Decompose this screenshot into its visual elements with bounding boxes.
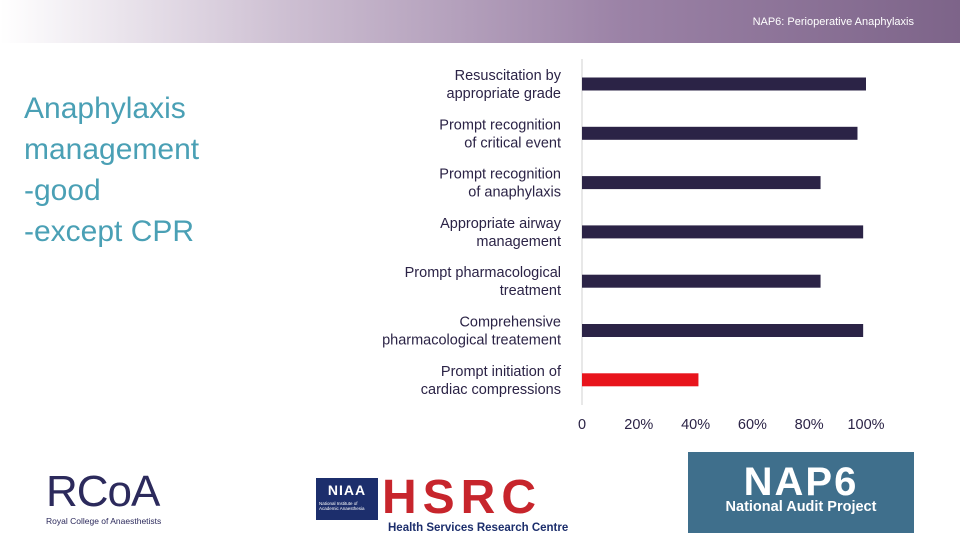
hsrc-logo-subtitle: Health Services Research Centre (388, 522, 569, 534)
nap6-logo-mark: NAP6 (743, 460, 859, 504)
bar-7 (582, 373, 699, 387)
category-label-7-line-1: Prompt initiation of (441, 364, 562, 380)
bar-3 (582, 176, 821, 190)
rcoa-logo-mark: RCoA (46, 467, 160, 516)
category-label-3-line-2: of anaphylaxis (468, 185, 561, 201)
category-label-6-line-1: Comprehensive (459, 315, 561, 331)
slide-text: Anaphylaxis management -good -except CPR (24, 88, 199, 252)
niaa-logo-subtitle: National Institute of Academic Anaesthes… (319, 501, 365, 511)
nap6-logo: NAP6 National Audit Project (688, 452, 914, 533)
category-label-4-line-2: management (476, 234, 561, 250)
category-label-5-line-2: treatment (500, 283, 561, 299)
slide-text-line-4: -except CPR (24, 215, 195, 248)
niaa-logo: NIAA National Institute of Academic Anae… (316, 478, 378, 520)
rcoa-logo: RCoA Royal College of Anaesthetists (46, 470, 196, 540)
bar-5 (582, 274, 821, 288)
category-label-4-line-1: Appropriate airway (440, 216, 562, 232)
slide-text-line-3: -good (24, 174, 101, 207)
header-title: NAP6: Perioperative Anaphylaxis (752, 16, 914, 28)
niaa-logo-title: NIAA (327, 482, 367, 498)
rcoa-logo-subtitle: Royal College of Anaesthetists (46, 516, 162, 526)
x-tick-label-4: 60% (738, 417, 767, 433)
bar-chart: Resuscitation by appropriate grade Prompt … (382, 59, 885, 433)
x-tick-label-3: 40% (681, 417, 710, 433)
x-tick-label-1: 0 (578, 417, 586, 433)
x-tick-label-5: 80% (795, 417, 824, 433)
x-tick-label-6: 100% (847, 417, 884, 433)
category-label-2-line-2: of critical event (464, 135, 561, 151)
category-label-7-line-2: cardiac compressions (421, 382, 561, 398)
bar-6 (582, 324, 864, 337)
bar-1 (582, 77, 866, 91)
nap6-logo-subtitle: National Audit Project (725, 499, 877, 515)
bar-2 (582, 126, 858, 140)
slide-text-line-1: Anaphylaxis (24, 92, 186, 125)
bar-4 (582, 225, 864, 239)
category-label-3-line-1: Prompt recognition (439, 167, 561, 183)
category-label-1-line-1: Resuscitation by (455, 68, 562, 84)
category-label-2-line-1: Prompt recognition (439, 117, 561, 133)
category-label-6-line-2: pharmacological treatement (382, 333, 561, 349)
hsrc-logo: NIAA National Institute of Academic Anae… (316, 471, 572, 540)
category-label-1-line-2: appropriate grade (447, 86, 561, 102)
slide-text-line-2: management (24, 133, 200, 166)
hsrc-logo-mark: HSRC (382, 471, 543, 524)
x-tick-label-2: 20% (624, 417, 653, 433)
category-label-5-line-1: Prompt pharmacological (405, 265, 561, 281)
header-bar: NAP6: Perioperative Anaphylaxis (0, 0, 960, 43)
